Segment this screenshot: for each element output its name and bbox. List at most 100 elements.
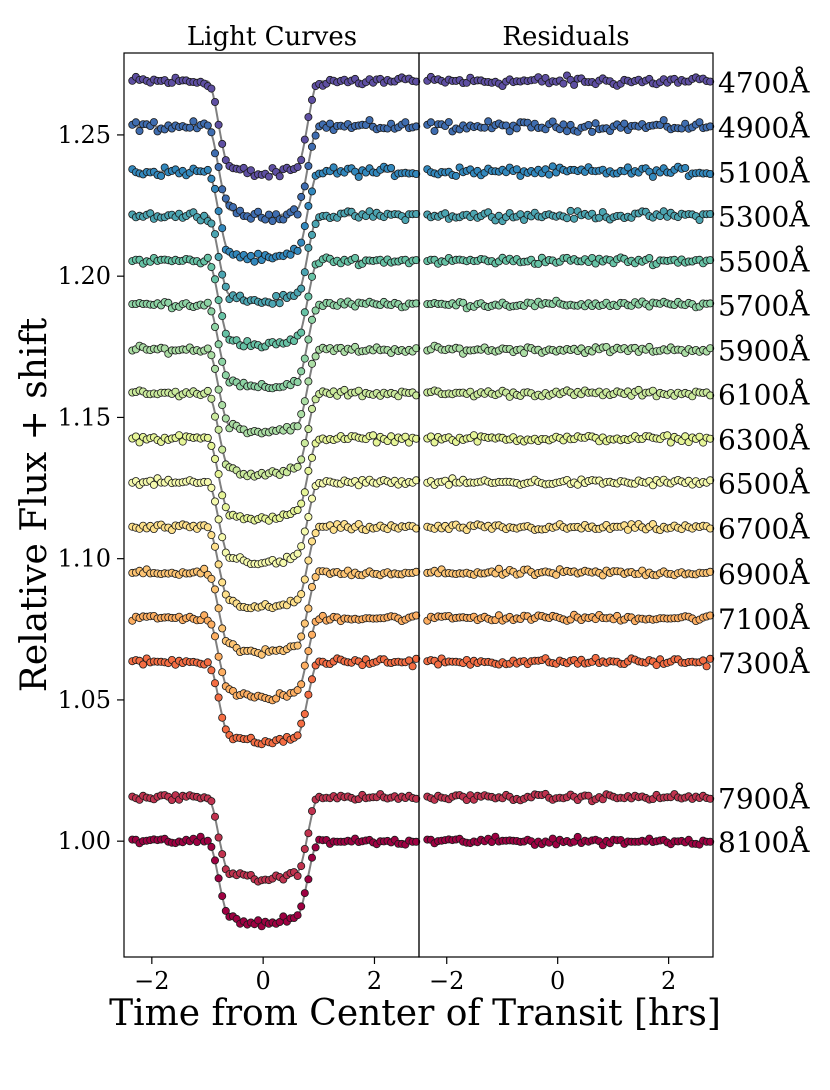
lc-point <box>218 312 227 321</box>
lc-point <box>297 367 306 376</box>
lc-point <box>307 453 316 462</box>
lc-point <box>304 292 313 301</box>
lc-point <box>218 491 227 500</box>
residual-point <box>648 172 657 181</box>
lc-point <box>293 422 302 431</box>
residual-point <box>634 385 643 394</box>
lc-point <box>257 650 266 659</box>
wavelength-label: 5700Å <box>718 289 810 322</box>
lc-point <box>412 209 421 218</box>
lc-point <box>218 185 227 194</box>
lc-point <box>214 515 223 524</box>
lc-point <box>214 425 223 434</box>
residual-point <box>444 480 453 489</box>
lc-point <box>304 113 313 122</box>
lc-point <box>307 494 316 503</box>
residual-point <box>451 171 460 180</box>
lc-point <box>300 268 309 277</box>
lc-point <box>221 414 230 423</box>
residual-point <box>430 127 439 136</box>
light-curves-panel-title: Light Curves <box>187 22 357 52</box>
lc-point <box>300 308 309 317</box>
wavelength-label: 6300Å <box>718 424 810 457</box>
residual-point <box>706 611 715 620</box>
lc-point <box>304 161 313 170</box>
wavelength-label: 7900Å <box>718 782 810 815</box>
lc-point <box>203 433 212 442</box>
wavelength-label: 5900Å <box>718 335 810 368</box>
residual-point <box>659 116 668 125</box>
residual-point <box>620 119 629 128</box>
lc-point <box>218 270 227 279</box>
lc-point <box>272 291 281 300</box>
y-tick-label: 1.20 <box>58 262 111 290</box>
lc-point <box>325 119 334 128</box>
lc-point <box>228 203 237 212</box>
residuals-panel-title: Residuals <box>502 22 629 52</box>
lc-point <box>221 590 230 599</box>
lc-point <box>210 454 219 463</box>
residual-point <box>706 209 715 218</box>
x-tick-label: 2 <box>367 967 382 995</box>
residual-point <box>702 662 711 671</box>
lc-point <box>307 142 316 151</box>
y-tick-label: 1.10 <box>58 545 111 573</box>
residual-point <box>559 79 568 88</box>
lc-point <box>214 604 223 613</box>
lc-point <box>412 434 421 443</box>
lc-point <box>221 282 230 291</box>
lc-point <box>214 693 223 702</box>
y-tick-label: 1.05 <box>58 686 111 714</box>
lc-point <box>412 524 421 533</box>
lc-point <box>149 480 158 489</box>
lc-point <box>297 499 306 508</box>
residual-point <box>706 122 715 131</box>
lc-point <box>297 862 306 871</box>
lc-point <box>354 386 363 395</box>
wavelength-label: 5100Å <box>718 157 810 190</box>
lc-point <box>354 172 363 181</box>
lc-point <box>139 660 148 669</box>
wavelength-label: 6700Å <box>718 513 810 546</box>
lc-point <box>300 354 309 363</box>
lc-point <box>214 120 223 129</box>
lc-point <box>254 207 263 216</box>
residual-point <box>512 165 521 174</box>
lc-point <box>221 906 230 915</box>
residual-point <box>648 386 657 395</box>
residual-point <box>681 163 690 172</box>
lc-point <box>293 505 302 514</box>
residual-point <box>545 170 554 179</box>
lc-point <box>221 503 230 512</box>
residual-point <box>695 215 704 224</box>
lc-point <box>203 298 212 307</box>
lc-point <box>297 542 306 551</box>
lc-point <box>203 165 212 174</box>
lc-point <box>203 478 212 487</box>
residual-point <box>570 214 579 223</box>
wavelength-label: 7300Å <box>718 647 810 680</box>
lc-point <box>218 139 227 148</box>
lc-point <box>264 210 273 219</box>
lc-point <box>214 340 223 349</box>
lc-point <box>340 385 349 394</box>
residual-point <box>459 298 468 307</box>
lc-point <box>412 654 421 663</box>
residual-point <box>563 214 572 223</box>
lc-point <box>307 675 316 684</box>
lc-point <box>412 794 421 803</box>
lc-point <box>210 364 219 373</box>
lc-point <box>214 560 223 569</box>
lc-point <box>300 182 309 191</box>
lc-point <box>293 872 302 881</box>
y-axis-label: Relative Flux + shift <box>14 317 55 692</box>
lc-point <box>297 455 306 464</box>
lc-point <box>207 174 216 183</box>
lc-point <box>207 574 216 583</box>
residual-point <box>706 344 715 353</box>
data-points <box>128 71 715 931</box>
lc-point <box>210 856 219 865</box>
lc-point <box>293 731 302 740</box>
x-tick-label: −2 <box>134 967 169 995</box>
